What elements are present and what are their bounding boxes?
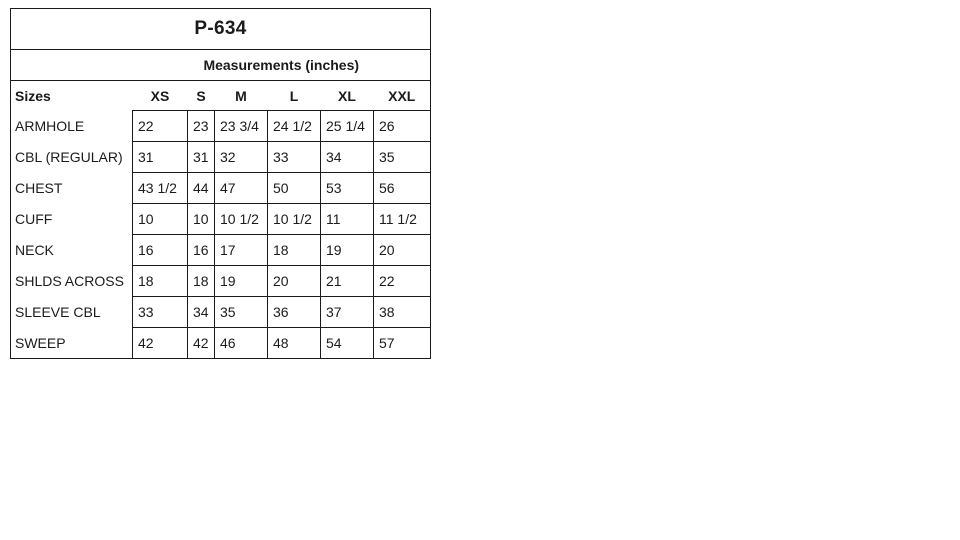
measurement-cell: 44: [187, 172, 215, 204]
table-row-chest: CHEST 43 1/2 44 47 50 53 56: [11, 172, 431, 204]
measurement-cell: 20: [267, 265, 321, 297]
measurement-label: NECK: [15, 242, 54, 258]
measurement-cell: 42: [187, 327, 215, 359]
measurement-label: SLEEVE CBL: [15, 304, 101, 320]
measurement-cell: 36: [267, 296, 321, 328]
measurement-cell: 21: [320, 265, 374, 297]
measurement-cell: 34: [187, 296, 215, 328]
measurement-cell: 33: [267, 141, 321, 173]
size-col-xs: XS: [150, 87, 170, 104]
measurement-cell: 17: [214, 234, 268, 266]
chart-subtitle: Measurements (inches): [132, 49, 431, 81]
measurement-cell: 24 1/2: [267, 110, 321, 142]
measurement-cell: 10: [187, 203, 215, 235]
size-col-s: S: [196, 87, 206, 104]
measurement-cell: 23 3/4: [214, 110, 268, 142]
measurement-cell: 56: [373, 172, 431, 204]
size-col-xl: XL: [338, 87, 356, 104]
measurement-cell: 38: [373, 296, 431, 328]
title-row: P-634: [10, 8, 431, 50]
measurement-cell: 22: [132, 110, 188, 142]
chart-title: P-634: [10, 8, 431, 50]
measurement-cell: 16: [187, 234, 215, 266]
measurement-cell: 26: [373, 110, 431, 142]
table-row-armhole: ARMHOLE 22 23 23 3/4 24 1/2 25 1/4 26: [11, 110, 431, 142]
measurement-cell: 19: [320, 234, 374, 266]
table-row-sweep: SWEEP 42 42 46 48 54 57: [11, 327, 431, 359]
measurement-cell: 18: [187, 265, 215, 297]
size-col-l: L: [289, 87, 299, 104]
measurement-cell: 33: [132, 296, 188, 328]
table-row-shlds-across: SHLDS ACROSS 18 18 19 20 21 22: [11, 265, 431, 297]
measurement-cell: 35: [214, 296, 268, 328]
measurement-cell: 46: [214, 327, 268, 359]
measurement-label: ARMHOLE: [15, 118, 85, 134]
measurement-cell: 43 1/2: [132, 172, 188, 204]
measurement-cell: 18: [132, 265, 188, 297]
table-row-cuff: CUFF 10 10 10 1/2 10 1/2 11 11 1/2: [11, 203, 431, 235]
measurement-cell: 22: [373, 265, 431, 297]
measurement-label: CUFF: [15, 211, 53, 227]
measurement-cell: 11 1/2: [373, 203, 431, 235]
measurement-cell: 50: [267, 172, 321, 204]
measurement-cell: 53: [320, 172, 374, 204]
measurement-cell: 20: [373, 234, 431, 266]
measurement-cell: 10 1/2: [267, 203, 321, 235]
measurement-cell: 31: [132, 141, 188, 173]
table-row-cbl-regular: CBL (REGULAR) 31 31 32 33 34 35: [11, 141, 431, 173]
measurement-cell: 25 1/4: [320, 110, 374, 142]
table-row-neck: NECK 16 16 17 18 19 20: [11, 234, 431, 266]
measurement-label: SWEEP: [15, 334, 66, 351]
sizes-header-label: Sizes: [15, 87, 51, 104]
measurement-label: CBL (REGULAR): [15, 149, 123, 165]
measurement-label: CHEST: [15, 180, 63, 196]
measurement-cell: 10: [132, 203, 188, 235]
measurement-cell: 54: [320, 327, 374, 359]
measurement-cell: 47: [214, 172, 268, 204]
measurement-cell: 18: [267, 234, 321, 266]
measurement-cell: 35: [373, 141, 431, 173]
size-col-xxl: XXL: [388, 87, 416, 104]
measurement-cell: 42: [132, 327, 188, 359]
size-header-row: Sizes XS S M L XL XXL: [11, 81, 431, 111]
measurement-cell: 57: [373, 327, 431, 359]
measurement-cell: 19: [214, 265, 268, 297]
subtitle-row: Measurements (inches): [10, 49, 431, 81]
measurement-cell: 23: [187, 110, 215, 142]
measurement-cell: 16: [132, 234, 188, 266]
measurement-cell: 11: [320, 203, 374, 235]
measurement-cell: 32: [214, 141, 268, 173]
measurement-cell: 37: [320, 296, 374, 328]
subtitle-spacer-cell: [10, 49, 133, 81]
table-row-sleeve-cbl: SLEEVE CBL 33 34 35 36 37 38: [11, 296, 431, 328]
size-chart-table: P-634 Measurements (inches) Sizes XS S M…: [10, 8, 431, 359]
measurement-cell: 48: [267, 327, 321, 359]
measurement-cell: 10 1/2: [214, 203, 268, 235]
measurement-cell: 34: [320, 141, 374, 173]
measurement-cell: 31: [187, 141, 215, 173]
size-col-m: M: [235, 87, 247, 104]
measurement-label: SHLDS ACROSS: [15, 273, 124, 289]
